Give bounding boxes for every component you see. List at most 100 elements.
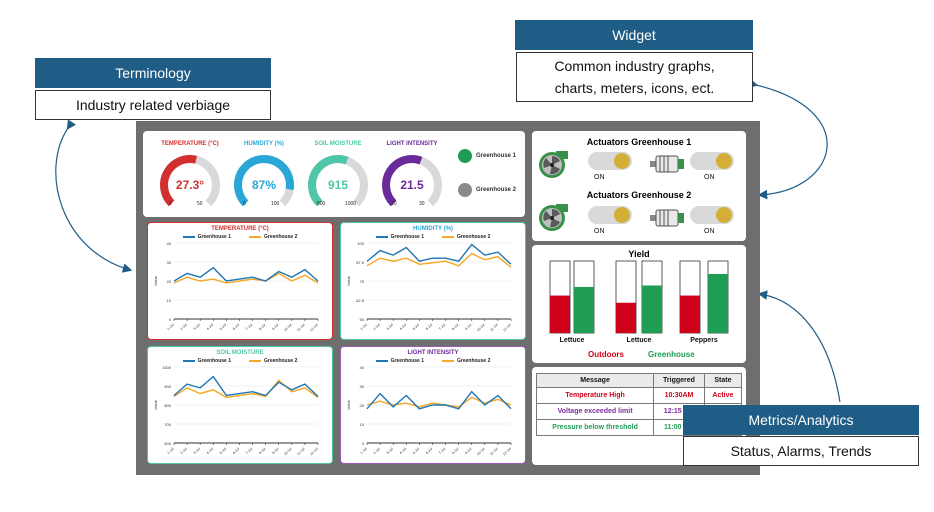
x-tick-label: 3-Jul <box>193 447 201 455</box>
x-tick-label: 6-Jul <box>425 323 433 331</box>
x-tick-label: 3-Jul <box>193 323 201 331</box>
chart-title: TEMPERATURE (°C) <box>211 226 269 232</box>
legend-item: Greenhouse 1 <box>375 358 424 364</box>
gauges-panel: TEMPERATURE (°C) 27.3° 0 50 HUMIDITY (%) 87% 0… <box>143 131 525 217</box>
series-line-1 <box>173 375 319 397</box>
yield-bar-outdoors <box>550 295 570 333</box>
x-tick-label: 4-Jul <box>206 447 214 455</box>
yield-bar-chart: Lettuce Lettuce Peppers <box>549 260 729 344</box>
series-line-1 <box>366 390 512 410</box>
gauge-arc <box>382 155 442 207</box>
chart-legend: Greenhouse 1 Greenhouse 2 <box>341 234 525 240</box>
gauge-min: 0 <box>243 201 246 207</box>
y-tick-label: 20 <box>167 279 172 284</box>
gauge: LIGHT INTENSITY 21.5 10 30 <box>375 131 449 217</box>
toggle-knob <box>614 153 630 169</box>
gauge-min: 800 <box>317 201 326 207</box>
x-tick-label: 7-Jul <box>438 447 446 455</box>
legend-label: Greenhouse 2 <box>264 358 298 364</box>
x-tick-label: 10-Jul <box>283 323 293 333</box>
yield-panel: Yield Lettuce Lettuce Peppers Outdoors Gre… <box>532 245 746 363</box>
gauge-label: HUMIDITY (%) <box>244 141 284 147</box>
x-tick-label: 4-Jul <box>206 323 214 331</box>
x-tick-label: 11-Jul <box>489 323 499 333</box>
legend-item: Greenhouse 1 <box>182 234 231 240</box>
y-axis-label: Value <box>346 275 351 286</box>
widget-arrow <box>747 78 828 200</box>
gh2-fan-state: ON <box>594 228 605 235</box>
dashboard-frame: TEMPERATURE (°C) 27.3° 0 50 HUMIDITY (%) 87% 0… <box>136 121 760 475</box>
y-tick-label: 0 <box>169 317 172 322</box>
x-tick-label: 11-Jul <box>489 447 499 457</box>
legend-swatch <box>375 235 388 238</box>
actuators-gh2-title: Actuators Greenhouse 2 <box>586 190 692 200</box>
legend-label: Greenhouse 1 <box>390 234 424 240</box>
y-axis-label: Value <box>153 399 158 410</box>
y-tick-label: 87.5 <box>356 260 365 265</box>
toggle-knob <box>716 153 732 169</box>
legend-item: Greenhouse 2 <box>249 234 297 240</box>
y-tick-label: 900 <box>164 384 171 389</box>
legend-label: Greenhouse 1 <box>390 358 424 364</box>
legend-swatch <box>182 235 195 238</box>
legend-swatch <box>182 359 195 362</box>
line-chart-panel: SOIL MOISTURE Greenhouse 1 Greenhouse 2 600… <box>147 346 333 464</box>
toggle-knob <box>614 207 630 223</box>
legend-item: Greenhouse 2 <box>442 234 490 240</box>
series-line-1 <box>173 266 319 282</box>
x-tick-label: 8-Jul <box>258 323 266 331</box>
y-tick-label: 10 <box>167 298 172 303</box>
y-tick-label: 40 <box>167 241 172 246</box>
alarm-row[interactable]: Temperature High 10:30AM Active <box>535 387 743 404</box>
series-line-2 <box>173 379 319 399</box>
x-tick-label: 6-Jul <box>232 447 240 455</box>
greenhouse1-legend-label: Greenhouse 1 <box>476 153 517 159</box>
x-tick-label: 8-Jul <box>451 447 459 455</box>
gh2-pump-state: ON <box>704 228 715 235</box>
x-tick-label: 9-Jul <box>271 447 279 455</box>
gauge-value: 87% <box>251 178 277 192</box>
y-tick-label: 0 <box>362 441 365 446</box>
header-state: State <box>703 373 743 388</box>
gauge-arc <box>308 155 368 207</box>
x-tick-label: 9-Jul <box>464 323 472 331</box>
widget-body-line2: charts, meters, icons, ect. <box>554 80 715 96</box>
chart-legend: Greenhouse 1 Greenhouse 2 <box>341 358 525 364</box>
legend-label: Greenhouse 2 <box>264 234 298 240</box>
x-tick-label: 12-Jul <box>502 447 512 457</box>
alarm-message: Pressure below threshold <box>535 419 655 436</box>
gauge-max: 1000 <box>345 201 357 207</box>
metrics-arrow <box>757 290 841 403</box>
gauge-value: 915 <box>327 178 349 192</box>
gauge-fill <box>382 155 423 207</box>
x-tick-label: 5-Jul <box>219 323 227 331</box>
x-tick-label: 7-Jul <box>438 323 446 331</box>
gh1-pump-state: ON <box>704 174 715 181</box>
gh2-pump-toggle[interactable] <box>690 206 734 224</box>
legend-item: Greenhouse 2 <box>249 358 297 364</box>
x-tick-label: 6-Jul <box>232 323 240 331</box>
gauge-value: 27.3° <box>175 178 205 192</box>
x-tick-label: 10-Jul <box>476 447 486 457</box>
gauge-max: 100 <box>271 201 280 207</box>
gauge: SOIL MOISTURE 915 800 1000 <box>301 131 375 217</box>
gh1-pump-toggle[interactable] <box>690 152 734 170</box>
chart-legend: Greenhouse 1 Greenhouse 2 <box>148 358 332 364</box>
yield-bar-greenhouse <box>642 285 662 333</box>
x-tick-label: 12-Jul <box>309 323 319 333</box>
actuators-gh1-title: Actuators Greenhouse 1 <box>586 137 692 147</box>
line-chart-plot: 600 700 800 900 1000 1-Jul 2-Jul 3-Jul 4-Jul 5-Ju… <box>153 365 319 456</box>
legend-item: Greenhouse 1 <box>375 234 424 240</box>
x-tick-label: 1-Jul <box>360 323 368 331</box>
gh2-fan-toggle[interactable] <box>588 206 632 224</box>
x-tick-label: 12-Jul <box>502 323 512 333</box>
gauge-label: SOIL MOISTURE <box>314 141 362 147</box>
line-chart-plot: 0 10 20 30 40 1-Jul 2-Jul 3-Jul 4-Jul 5-Jul 6-Jul 7… <box>346 365 512 457</box>
legend-swatch <box>442 359 454 362</box>
y-axis-label: Value <box>153 275 158 286</box>
y-tick-label: 20 <box>360 403 365 408</box>
gh1-fan-toggle[interactable] <box>588 152 632 170</box>
y-tick-label: 1000 <box>162 365 172 370</box>
yield-category-label: Peppers <box>690 337 718 344</box>
